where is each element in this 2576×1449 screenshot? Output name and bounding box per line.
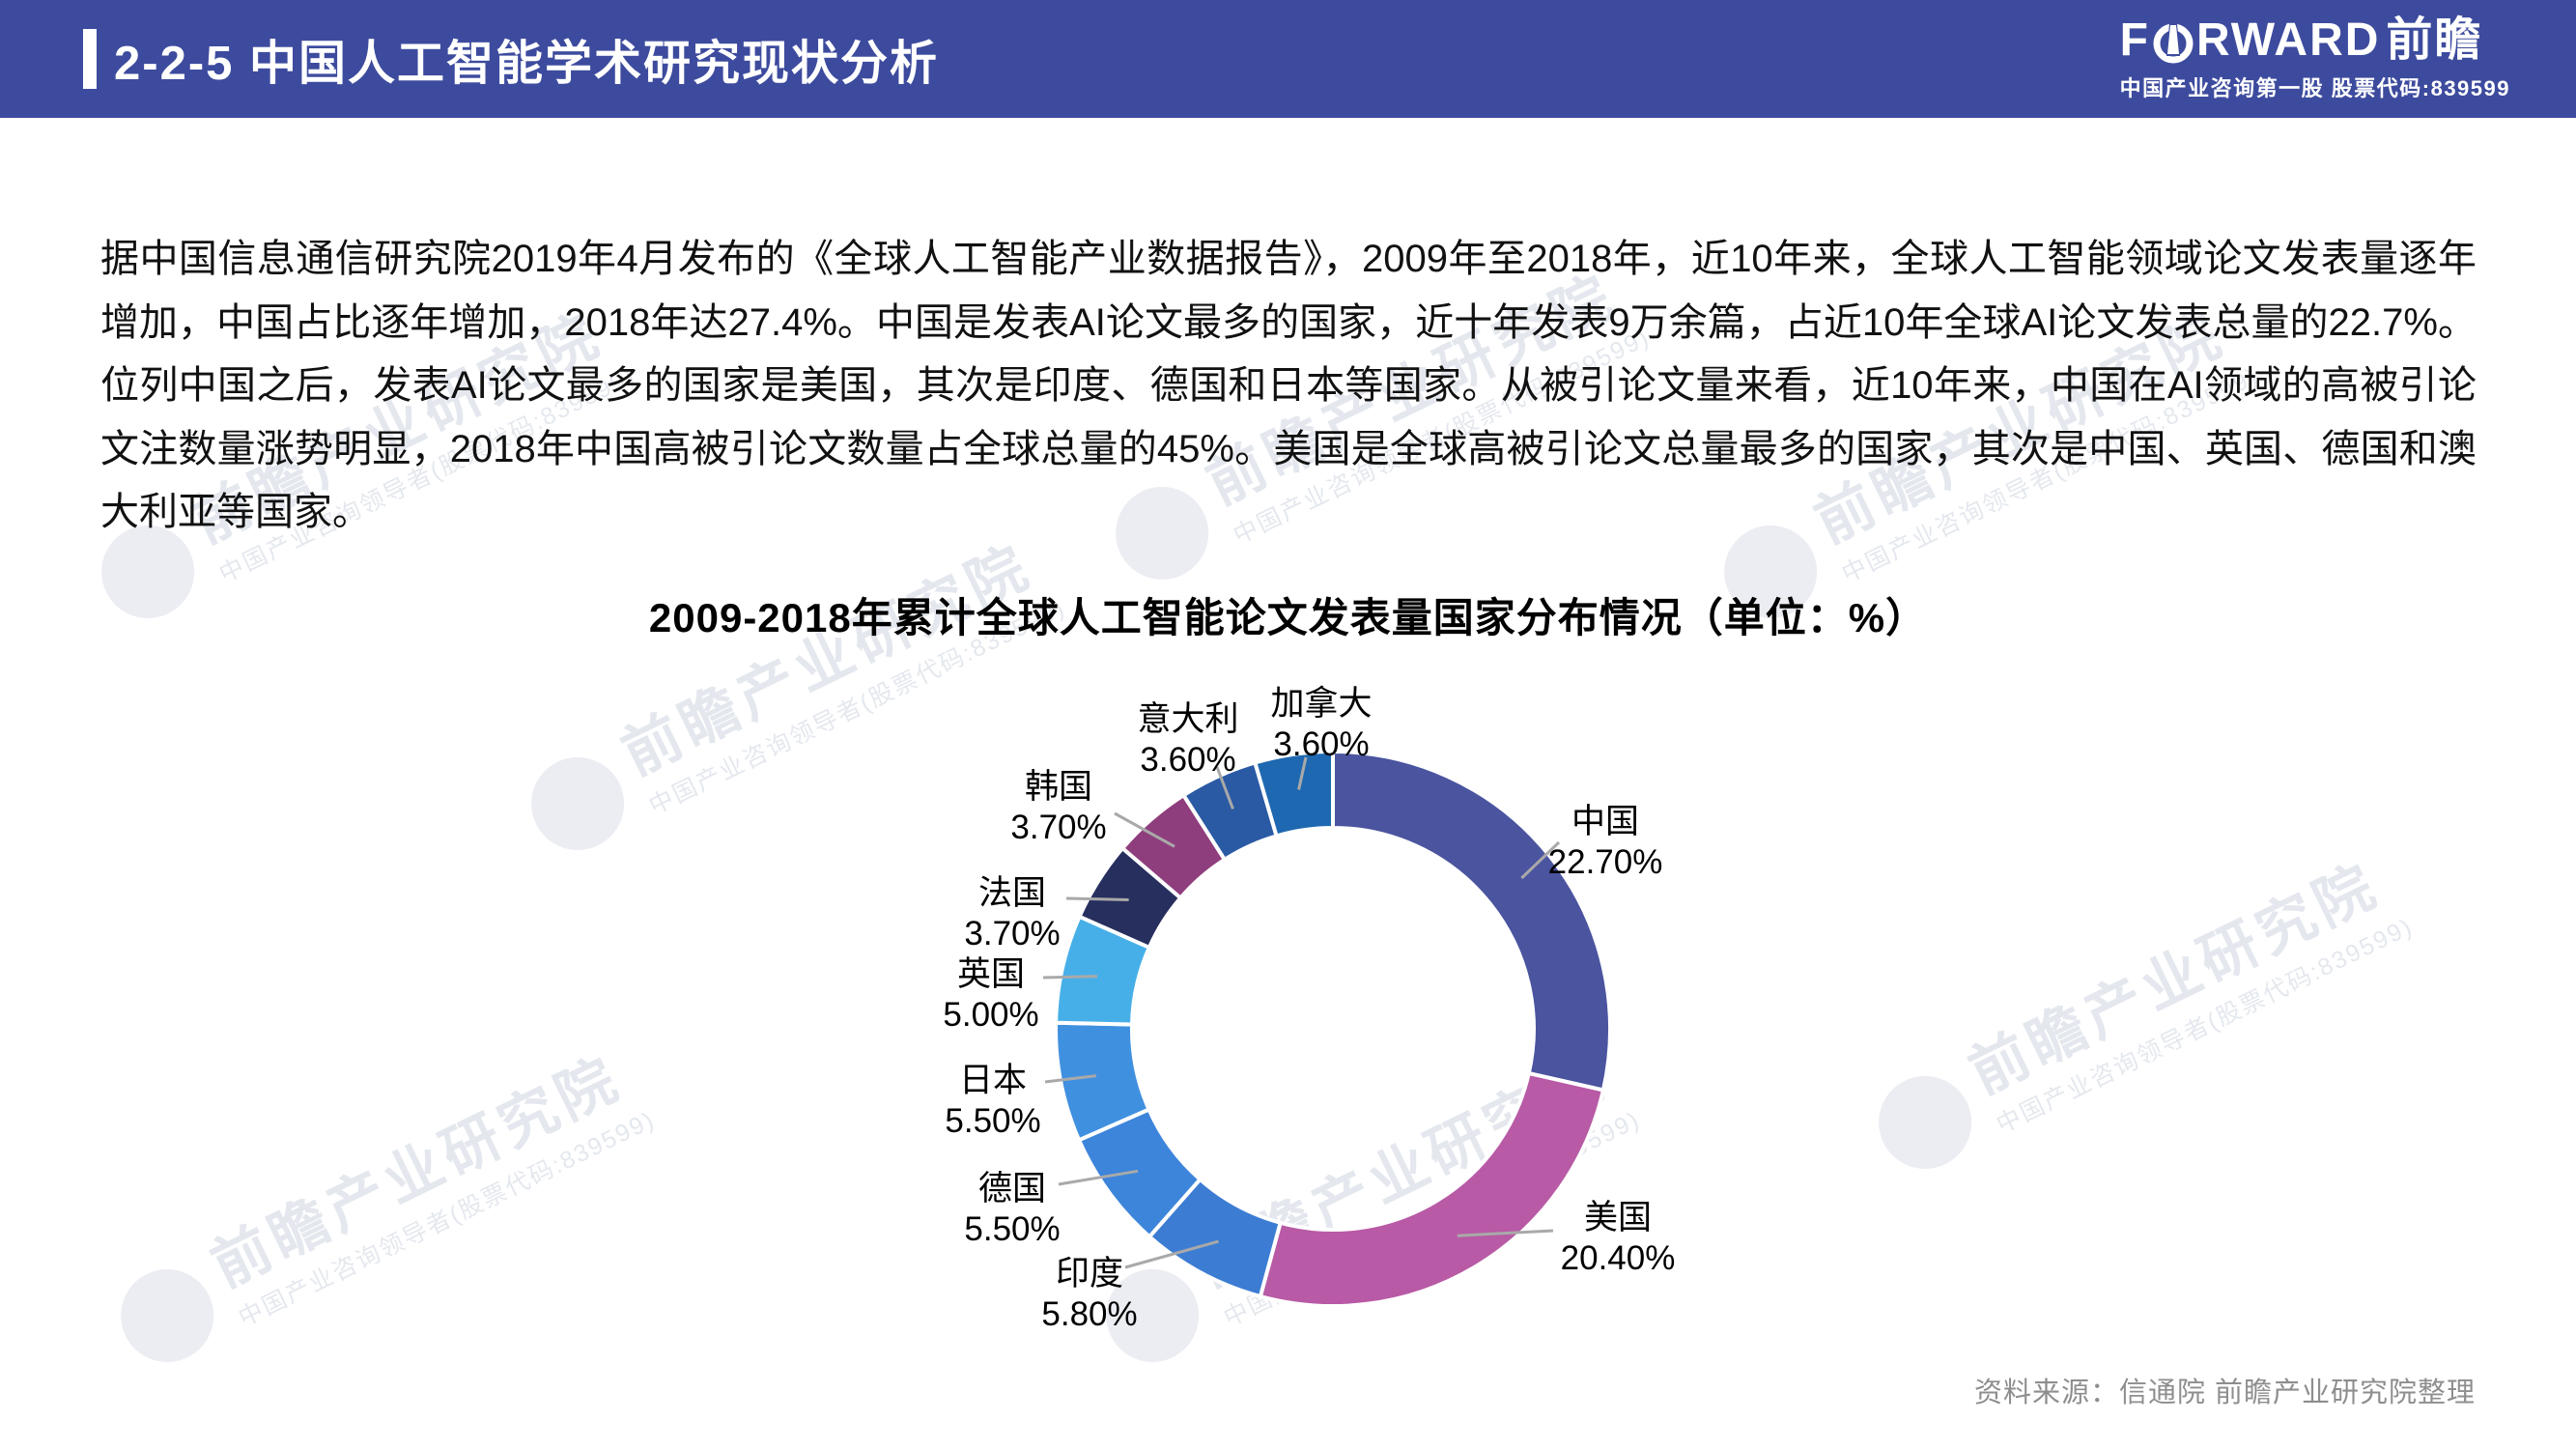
segment-label-name-1: 美国 [1584,1199,1652,1236]
segment-label-value-1: 20.40% [1561,1239,1676,1277]
leader-line-3 [1058,1169,1139,1186]
segment-label-name-5: 英国 [957,955,1025,993]
watermark-text: 前瞻产业研究院 [1959,851,2390,1106]
watermark-subtext: 中国产业咨询领导者(股票代码:839599) [234,1106,660,1332]
leader-line-1 [1457,1229,1554,1237]
logo-cn: 前瞻 [2386,14,2483,66]
donut-segment-1 [1258,1071,1605,1308]
watermark-text: 前瞻产业研究院 [201,1044,632,1299]
leader-line-0 [1520,840,1561,880]
donut-segment-9 [1253,749,1335,838]
page-title: 2-2-5 中国人工智能学术研究现状分析 [114,37,940,90]
segment-label-name-7: 韩国 [1025,768,1092,806]
source-note: 资料来源：信通院 前瞻产业研究院整理 [1973,1378,2476,1408]
body-paragraph: 据中国信息通信研究院2019年4月发布的《全球人工智能产业数据报告》，2009年… [100,238,2477,533]
watermark: 前瞻产业研究院 中国产业咨询领导者(股票代码:839599) [103,1040,661,1382]
watermark-subtext: 中国产业咨询领导者(股票代码:839599) [1992,913,2418,1139]
title-accent-bar [83,29,97,89]
chart-title: 2009-2018年累计全球人工智能论文发表量国家分布情况（单位：%） [648,595,1928,640]
segment-label-name-0: 中国 [1571,803,1639,840]
segment-label-name-3: 德国 [978,1170,1046,1208]
leader-line-9 [1297,756,1308,790]
donut-chart: 中国22.70%美国20.40%印度5.80%德国5.50%日本5.50%英国5… [943,685,1676,1333]
segment-label-value-8: 3.60% [1140,741,1235,779]
watermark-globe-icon [104,1253,230,1378]
segment-label-value-4: 5.50% [945,1102,1040,1140]
leader-line-4 [1044,1074,1096,1084]
segment-label-name-9: 加拿大 [1270,685,1372,723]
brand-logo-subtitle: 中国产业咨询第一股 股票代码:839599 [2119,76,2510,100]
leader-line-7 [1114,811,1175,848]
leader-line-6 [1065,896,1129,901]
segment-label-name-4: 日本 [959,1062,1027,1099]
logo-suffix: RWARD [2195,14,2381,66]
logo-prefix: F [2119,14,2150,66]
header-bar: 2-2-5 中国人工智能学术研究现状分析 F RWARD 前瞻 中国产业咨询第一股… [0,0,2576,118]
segment-label-value-0: 22.70% [1548,843,1663,881]
segment-label-value-6: 3.70% [964,915,1060,952]
leader-line-5 [1042,975,1098,980]
leader-line-2 [1124,1239,1219,1269]
segment-label-name-8: 意大利 [1137,700,1238,738]
brand-logo: F RWARD 前瞻 中国产业咨询第一股 股票代码:839599 [2120,17,2510,102]
watermark-globe-icon [515,741,640,867]
segment-label-value-2: 5.80% [1041,1295,1137,1333]
segment-label-name-2: 印度 [1056,1255,1123,1293]
leader-line-8 [1215,766,1234,810]
segment-label-value-9: 3.60% [1273,725,1369,763]
lighthouse-icon [2153,23,2194,64]
brand-logo-wordmark: F RWARD 前瞻 [2120,17,2510,64]
segment-label-value-7: 3.70% [1010,809,1106,846]
segment-label-value-5: 5.00% [943,996,1038,1034]
donut-segment-0 [1331,750,1612,1093]
segment-label-name-6: 法国 [978,874,1046,912]
segment-label-value-3: 5.50% [964,1210,1060,1248]
